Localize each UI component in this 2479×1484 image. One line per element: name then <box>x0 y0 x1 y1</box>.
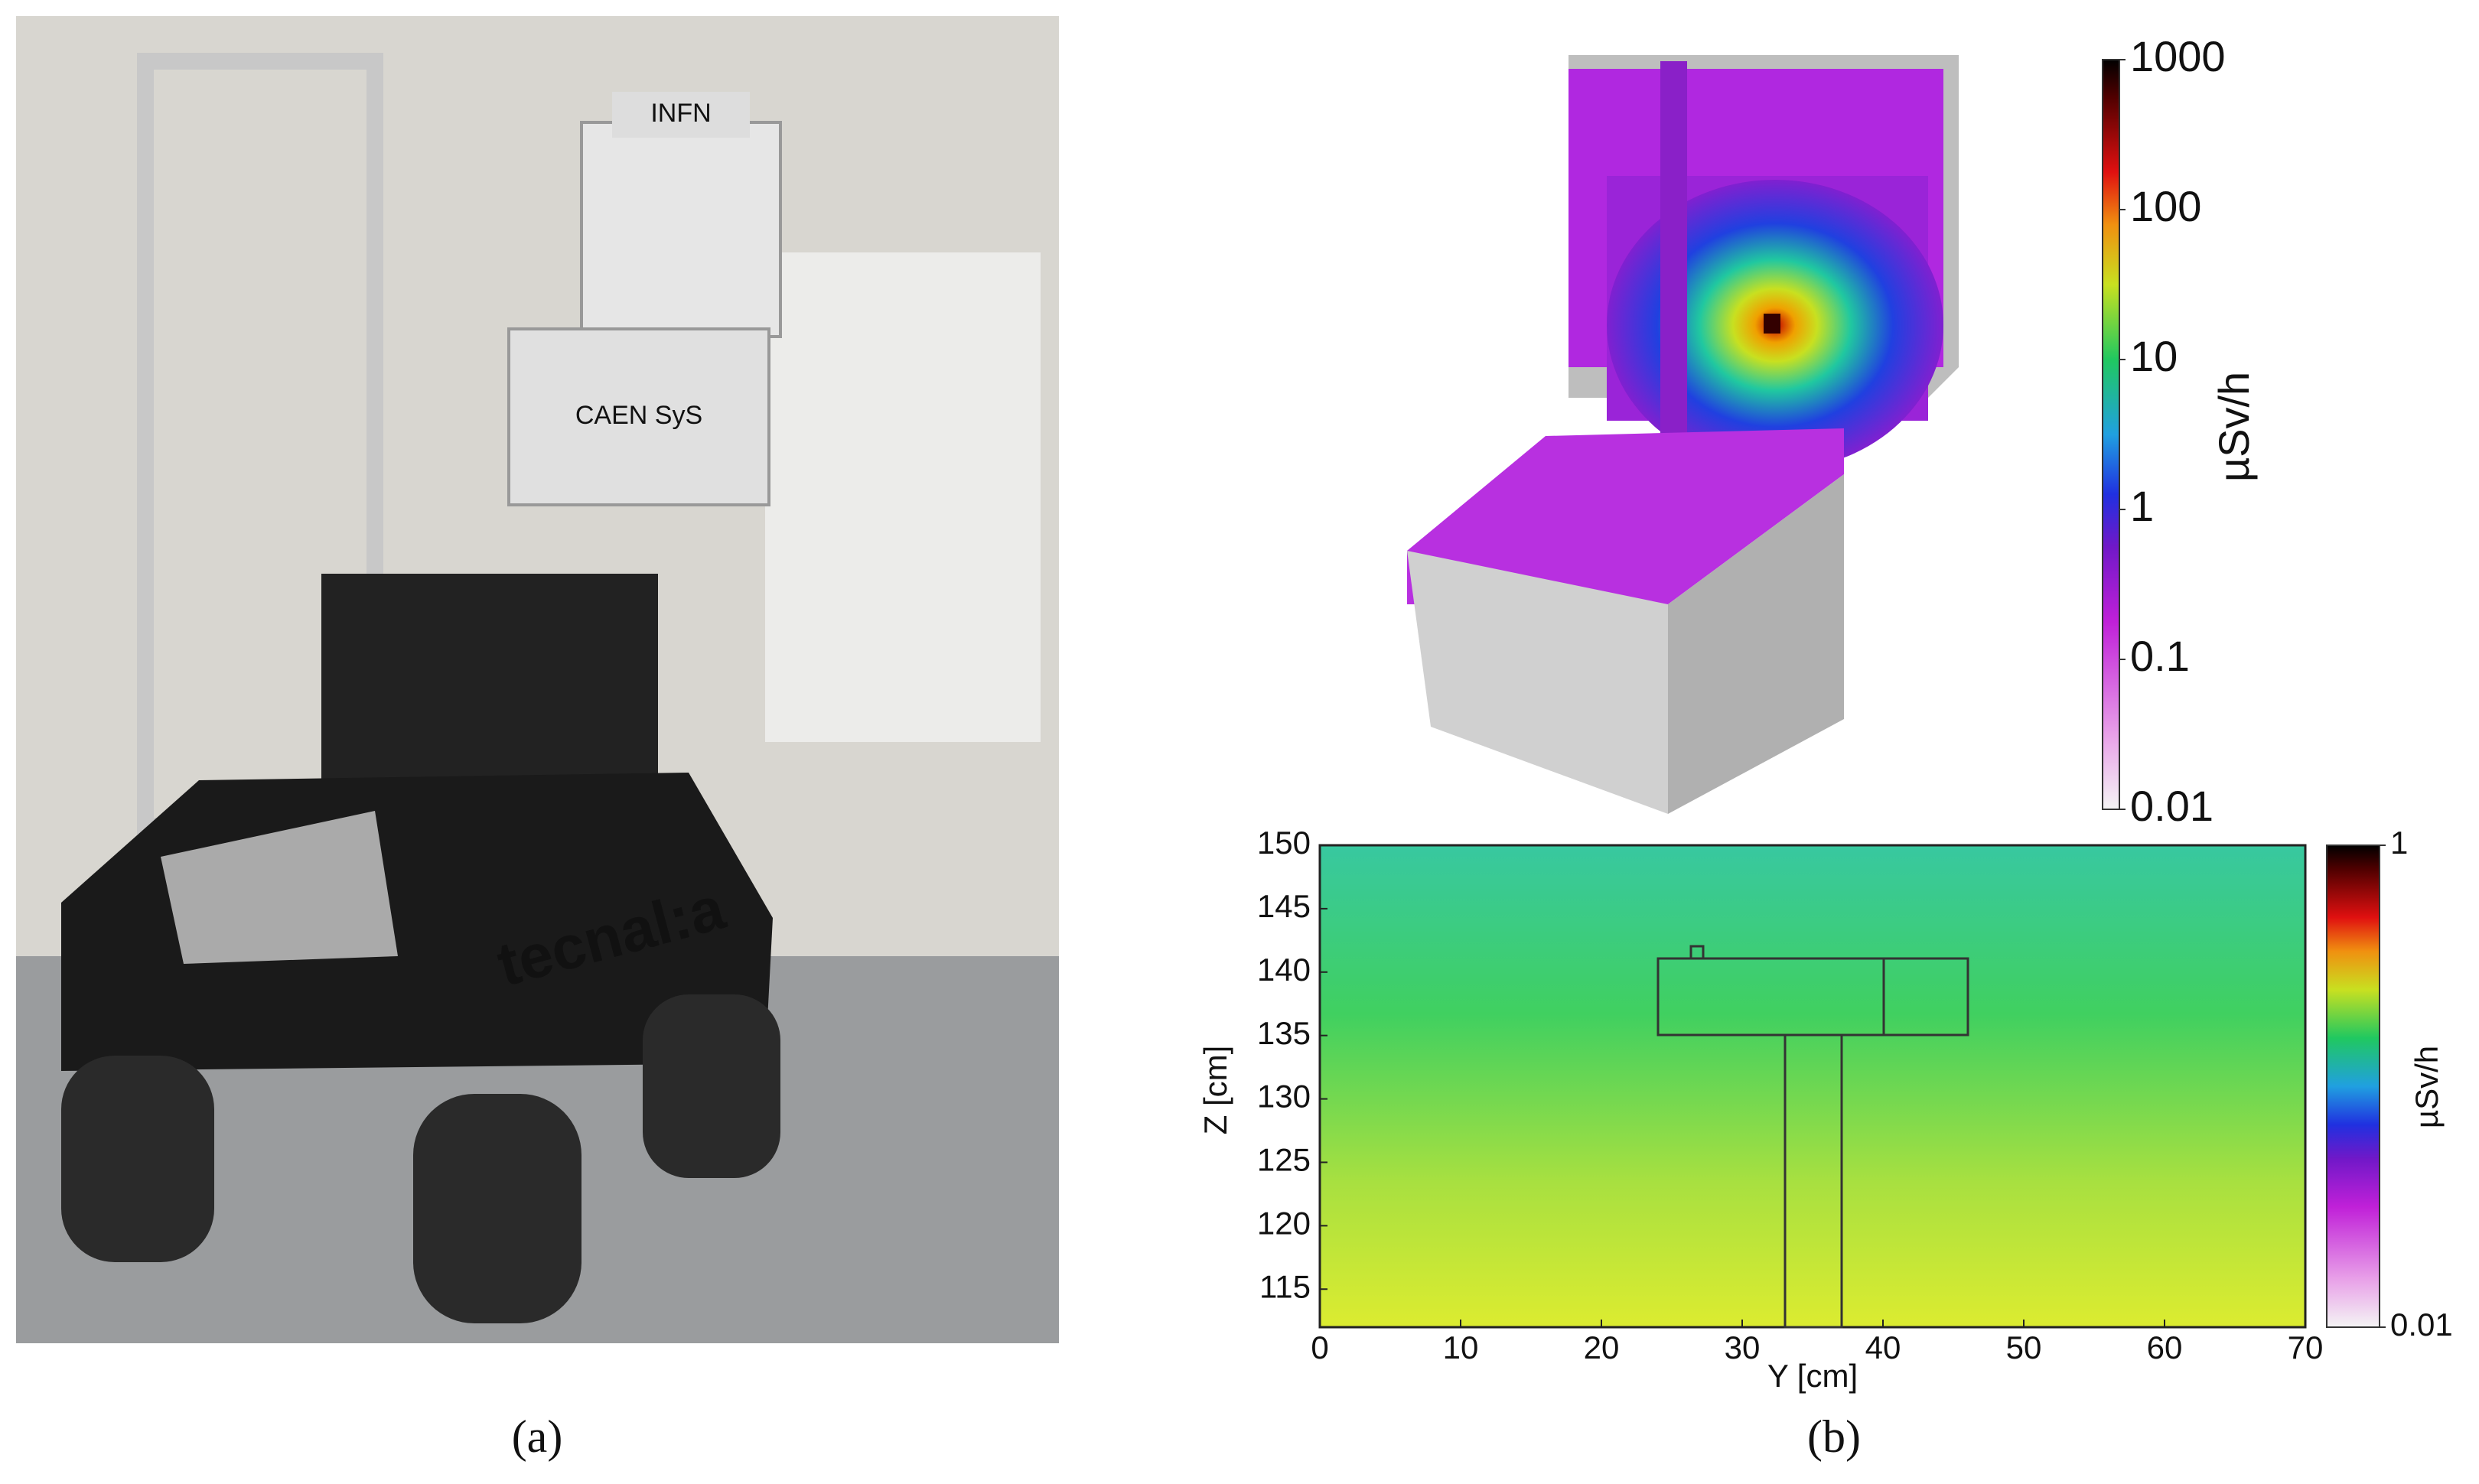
colorbar-tick-label: 0.01 <box>2390 1307 2453 1342</box>
x-tick-label: 60 <box>2147 1329 2183 1365</box>
source <box>1764 314 1780 334</box>
photo-text: INFN <box>650 99 711 128</box>
table-front <box>1407 551 1668 814</box>
table-top <box>1407 428 1844 604</box>
wheel <box>413 1094 581 1323</box>
x-tick-label: 10 <box>1443 1329 1479 1365</box>
colorbar-label: µSv/h <box>2210 372 2258 482</box>
y-tick-label: 120 <box>1257 1205 1311 1241</box>
y-tick-label: 130 <box>1257 1079 1311 1115</box>
control-panel <box>161 811 398 964</box>
colorbar-tick-label: 1 <box>2130 482 2154 530</box>
photo-text: CAEN SyS <box>575 401 702 430</box>
table-side <box>1668 474 1844 814</box>
wheel <box>643 994 780 1178</box>
colorbar-tick-label: 0.01 <box>2130 782 2214 830</box>
panel-label: (b) <box>1807 1411 1861 1462</box>
caen-box <box>507 327 770 506</box>
colorbar-tick-label: 1000 <box>2130 32 2226 80</box>
x-tick-label: 20 <box>1584 1329 1620 1365</box>
y-tick-label: 125 <box>1257 1142 1311 1178</box>
y-tick-label: 115 <box>1259 1268 1311 1304</box>
photo: INFN CAEN SyS tecnal:a <box>16 16 1059 1343</box>
pillar <box>1660 61 1687 436</box>
colorbar <box>2102 59 2120 810</box>
colorbar-tick-label: 100 <box>2130 182 2201 230</box>
cabinet <box>765 252 1041 742</box>
y-tick-label: 150 <box>1257 825 1311 861</box>
colorbar <box>2326 845 2380 1328</box>
x-tick-label: 0 <box>1311 1329 1328 1365</box>
geometry-outline <box>1656 945 1969 1329</box>
render-3d <box>1407 55 1959 814</box>
colorbar-label: µSv/h <box>2409 1046 2445 1128</box>
infn-mount <box>612 92 750 138</box>
y-axis-label: Z [cm] <box>1197 1046 1233 1135</box>
x-axis-label: Y [cm] <box>1767 1358 1858 1394</box>
colorbar-tick-label: 10 <box>2130 332 2178 380</box>
x-tick-label: 30 <box>1725 1329 1761 1365</box>
wheel <box>61 1056 214 1262</box>
x-tick-label: 50 <box>2006 1329 2042 1365</box>
panel-label: (a) <box>512 1411 563 1462</box>
box <box>580 121 782 338</box>
colorbar-tick-label: 0.1 <box>2130 632 2190 680</box>
y-tick-label: 135 <box>1257 1015 1311 1051</box>
x-tick-label: 70 <box>2288 1329 2324 1365</box>
y-tick-label: 145 <box>1257 888 1311 924</box>
heatmap <box>1318 844 2307 1329</box>
y-tick-label: 140 <box>1257 952 1311 988</box>
electronics <box>321 574 658 796</box>
colorbar-tick-label: 1 <box>2390 825 2408 861</box>
x-tick-label: 40 <box>1865 1329 1901 1365</box>
